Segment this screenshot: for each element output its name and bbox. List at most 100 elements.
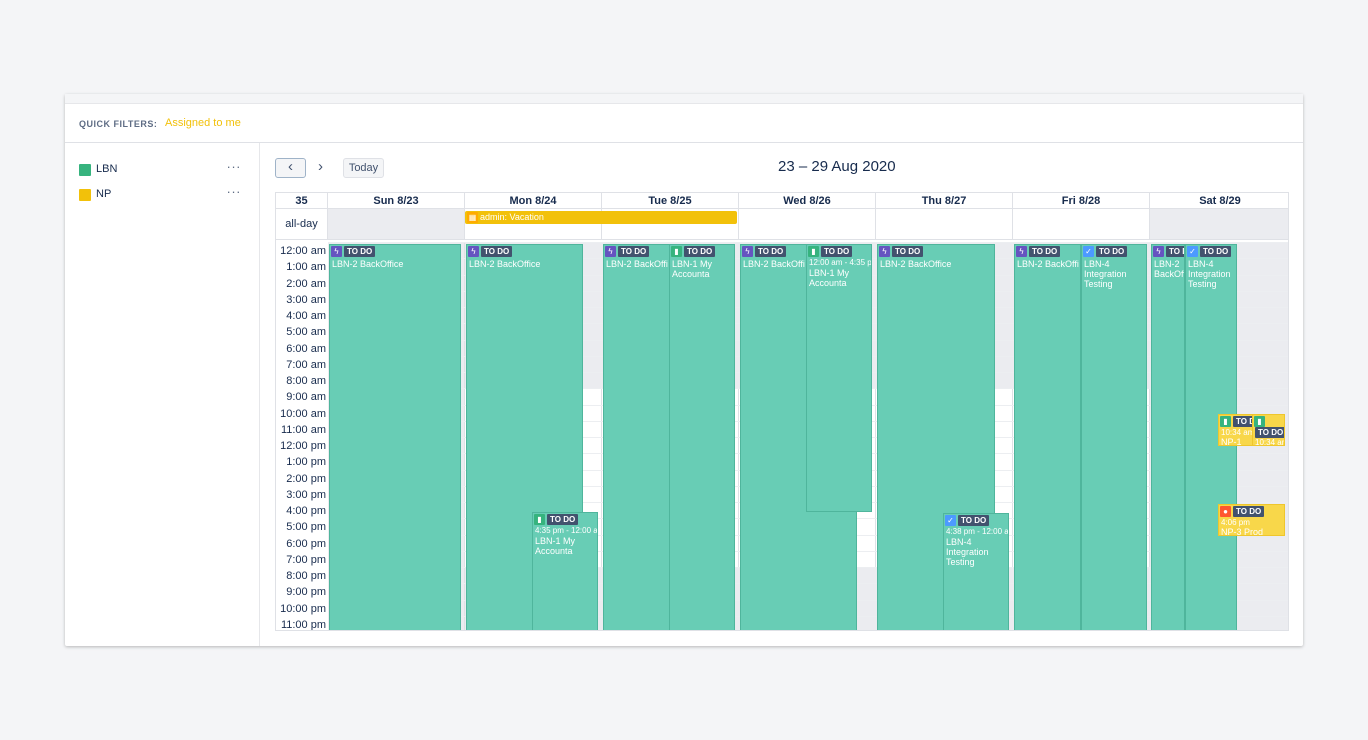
checkmark-icon: ✓ — [945, 515, 956, 526]
calendar-icon: ▦ — [467, 212, 478, 223]
status-badge: TO DO — [1200, 246, 1232, 257]
hour-label: 8:00 am — [286, 375, 326, 387]
hour-label: 3:00 pm — [286, 488, 326, 501]
next-week-button[interactable]: › — [308, 158, 333, 178]
story-icon: ϟ — [879, 246, 890, 257]
all-day-cell[interactable] — [876, 209, 1013, 240]
all-day-cell[interactable] — [1150, 209, 1288, 240]
event-np-1[interactable]: ▮ TO DO 10:34 am — [1252, 414, 1285, 446]
day-header: Mon 8/24 — [465, 193, 602, 209]
event-time: 12:00 am - 4:35 p — [809, 258, 872, 267]
event-np-3[interactable]: ● TO DO 4:06 pm NP-3 Prod — [1218, 504, 1285, 536]
event-lbn-2[interactable]: ϟ TO DO LBN-2 BackOffi — [1014, 244, 1081, 630]
project-item-np[interactable]: NP ··· — [79, 184, 249, 204]
project-name: NP — [96, 188, 112, 200]
calendar-card: QUICK FILTERS: Assigned to me LBN ··· NP… — [65, 94, 1303, 646]
vacation-event[interactable]: ▦ admin: Vacation — [465, 211, 737, 224]
hour-label: 6:00 am — [286, 342, 326, 355]
event-lbn-4[interactable]: ✓ TO DO 4:38 pm - 12:00 a LBN-4 Integrati… — [943, 513, 1009, 630]
hour-label: 1:00 pm — [286, 456, 326, 469]
bookmark-icon: ▮ — [1220, 416, 1231, 427]
project-color-swatch — [79, 189, 91, 201]
day-column[interactable] — [602, 242, 739, 630]
event-time: 10:34 am — [1221, 428, 1255, 437]
all-day-cell[interactable] — [602, 209, 739, 240]
event-lbn-1[interactable]: ▮ TO DO 4:35 pm - 12:00 a LBN-1 My Accoun… — [532, 512, 598, 630]
bookmark-icon: ▮ — [1254, 416, 1265, 427]
project-item-lbn[interactable]: LBN ··· — [79, 159, 249, 179]
day-header: Sun 8/23 — [328, 193, 465, 209]
status-badge: TO DO — [1233, 506, 1265, 517]
hour-label: 7:00 am — [286, 358, 326, 371]
hour-label: 3:00 am — [286, 293, 326, 306]
event-title: LBN-4 Integration Testing — [1188, 259, 1231, 289]
event-title: LBN-1 My Accounta — [672, 259, 713, 279]
event-title: LBN-2 BackOffice — [880, 259, 952, 269]
day-header: Thu 8/27 — [876, 193, 1013, 209]
hour-label: 11:00 am — [280, 423, 326, 436]
day-header: Tue 8/25 — [602, 193, 739, 209]
project-sidebar: LBN ··· NP ··· — [65, 143, 260, 646]
top-strip — [65, 94, 1303, 104]
event-title: LBN-2 BackOffi — [743, 259, 805, 269]
project-name: LBN — [96, 163, 118, 175]
event-title: LBN-4 Integration Testing — [946, 537, 989, 567]
event-title: LBN-4 Integration Testing — [1084, 259, 1127, 289]
event-lbn-2[interactable]: ϟTO D LBN-2 BackOffi — [1151, 244, 1185, 630]
event-title: LBN-2 BackOffice — [469, 259, 541, 269]
more-options-icon[interactable]: ··· — [226, 159, 241, 174]
all-day-cell[interactable] — [739, 209, 876, 240]
bookmark-icon: ▮ — [671, 246, 682, 257]
all-day-cell[interactable] — [328, 209, 465, 240]
hour-label: 5:00 pm — [286, 521, 326, 534]
prev-week-button[interactable]: ‹ — [275, 158, 306, 178]
event-lbn-2[interactable]: ϟ TO DO LBN-2 BackOffi — [603, 244, 670, 630]
bookmark-icon: ▮ — [808, 246, 819, 257]
status-badge: TO DO — [344, 246, 376, 257]
assigned-to-me-filter[interactable]: Assigned to me — [165, 117, 241, 129]
event-time: 4:06 pm — [1221, 518, 1250, 527]
more-options-icon[interactable]: ··· — [226, 184, 241, 199]
hour-label: 8:00 pm — [286, 570, 326, 582]
hour-label: 10:00 pm — [280, 602, 326, 615]
vacation-label: admin: Vacation — [480, 212, 544, 222]
event-title: LBN-2 BackOffi — [1154, 259, 1185, 279]
day-column[interactable] — [876, 242, 1013, 630]
hour-label: 4:00 am — [286, 310, 326, 322]
status-badge: TO DO — [755, 246, 787, 257]
event-np-1[interactable]: ▮TO DO 10:34 am NP-1 — [1218, 414, 1256, 446]
checkmark-icon: ✓ — [1187, 246, 1198, 257]
day-header: Sat 8/29 — [1150, 193, 1288, 209]
hour-label: 9:00 am — [286, 391, 326, 404]
status-badge: TO DO — [892, 246, 924, 257]
today-button[interactable]: Today — [343, 158, 384, 178]
non-working-hours — [465, 242, 1288, 389]
day-column[interactable] — [739, 242, 876, 630]
time-grid: 12:00 am 1:00 am 2:00 am 3:00 am 4:00 am 5:00… — [276, 242, 1288, 630]
bug-icon: ● — [1220, 506, 1231, 517]
week-calendar: 35 Sun 8/23 Mon 8/24 Tue 8/25 Wed 8/26 T… — [275, 192, 1289, 631]
status-badge: TO DO — [958, 515, 990, 526]
non-working-hours — [465, 568, 1288, 630]
event-lbn-1[interactable]: ▮ TO DO 12:00 am - 4:35 p LBN-1 My Accoun… — [806, 244, 872, 512]
hour-label: 4:00 pm — [286, 505, 326, 517]
all-day-cell[interactable] — [1013, 209, 1150, 240]
hour-label: 12:00 pm — [280, 440, 326, 452]
event-lbn-2[interactable]: ϟ TO DO LBN-2 BackOffice — [329, 244, 461, 630]
story-icon: ϟ — [1016, 246, 1027, 257]
event-lbn-1[interactable]: ▮ TO DO LBN-1 My Accounta — [669, 244, 735, 630]
day-column[interactable] — [465, 242, 602, 630]
status-badge: TO DO — [618, 246, 650, 257]
event-title: NP-3 Prod — [1221, 527, 1264, 536]
all-day-cell[interactable] — [465, 209, 602, 240]
event-title: LBN-2 BackOffi — [606, 259, 668, 269]
status-badge: TO DO — [1255, 427, 1284, 438]
hour-label: 1:00 am — [286, 261, 326, 274]
bookmark-icon: ▮ — [534, 514, 545, 525]
story-icon: ϟ — [742, 246, 753, 257]
day-column[interactable] — [1013, 242, 1150, 630]
event-title: LBN-2 BackOffice — [332, 259, 404, 269]
hour-label: 7:00 pm — [286, 553, 326, 566]
status-badge: TO DO — [547, 514, 579, 525]
event-lbn-4[interactable]: ✓ TO DO LBN-4 Integration Testing — [1081, 244, 1147, 630]
